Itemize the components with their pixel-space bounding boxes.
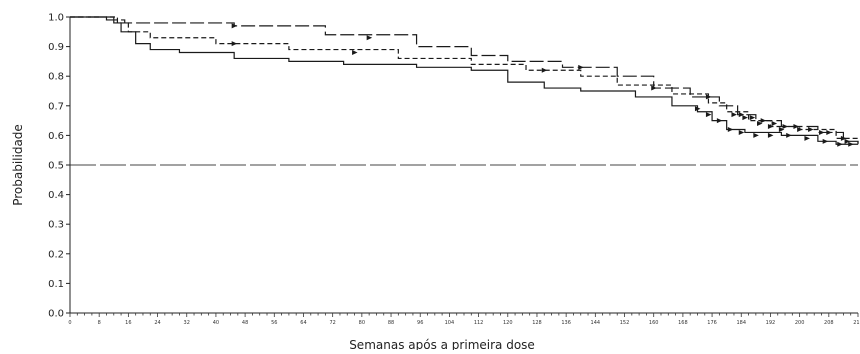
- y-tick-label: 0.5: [48, 161, 64, 172]
- y-axis-label: Probabilidade: [11, 124, 25, 206]
- censor-mark: [804, 135, 810, 141]
- series-line-solid: [70, 16, 858, 145]
- y-tick-label: 0.2: [48, 249, 64, 260]
- x-tick-label: 8: [98, 320, 101, 326]
- y-ticks: 0.0 0.1 0.2 0.3 0.4 0.5 0.6 0.7 0.8 0.9 1.0: [48, 13, 70, 320]
- censor-mark: [848, 141, 854, 147]
- y-tick-label: 0.4: [48, 190, 64, 201]
- censor-mark: [757, 121, 763, 127]
- x-tick-label: 24: [154, 320, 160, 326]
- censor-mark: [651, 85, 657, 91]
- series-layer: [70, 16, 859, 147]
- censor-mark: [753, 132, 759, 138]
- x-tick-label: 168: [678, 320, 688, 326]
- censor-mark: [837, 141, 843, 147]
- x-tick-label: 128: [532, 320, 542, 326]
- censor-mark: [844, 138, 851, 144]
- x-tick-label: 88: [388, 320, 394, 326]
- censor-mark: [840, 135, 847, 141]
- censor-mark: [705, 94, 712, 100]
- x-tick-label: 192: [766, 320, 776, 326]
- x-axis-label: Semanas após a primeira dose: [349, 338, 535, 350]
- x-ticks: 0 8 16 24 32 40 48 56 64 72 80 88 96 104 112 120 128 136 1…: [68, 313, 860, 326]
- y-tick-label: 0.8: [48, 72, 64, 83]
- censor-mark: [231, 23, 238, 29]
- y-tick-label: 0.6: [48, 131, 64, 142]
- censor-mark: [822, 138, 829, 144]
- x-tick-label: 96: [417, 320, 423, 326]
- x-tick-label: 64: [300, 320, 306, 326]
- y-tick-label: 0.7: [48, 101, 64, 112]
- censor-mark: [797, 126, 803, 132]
- censor-mark: [578, 64, 584, 70]
- y-tick-label: 1.0: [48, 13, 64, 24]
- x-tick-label: 208: [824, 320, 834, 326]
- censor-mark: [231, 41, 238, 47]
- x-tick-label: 72: [329, 320, 335, 326]
- censor-mark: [352, 50, 358, 56]
- x-tick-label: 32: [184, 320, 190, 326]
- censor-mark: [778, 126, 785, 132]
- x-tick-label: 216: [853, 320, 860, 326]
- censor-mark: [742, 115, 748, 121]
- x-tick-label: 56: [271, 320, 277, 326]
- x-tick-label: 104: [445, 320, 455, 326]
- censor-mark: [738, 129, 745, 135]
- x-tick-label: 0: [68, 320, 71, 326]
- censor-mark: [808, 126, 814, 132]
- censor-mark: [727, 126, 734, 132]
- censor-mark: [366, 35, 373, 41]
- y-tick-label: 0.0: [48, 309, 64, 320]
- x-tick-label: 176: [707, 320, 717, 326]
- y-tick-label: 0.3: [48, 220, 64, 231]
- x-tick-label: 184: [736, 320, 746, 326]
- x-tick-label: 112: [474, 320, 484, 326]
- x-tick-label: 152: [620, 320, 630, 326]
- x-tick-label: 120: [503, 320, 513, 326]
- x-tick-label: 160: [649, 320, 659, 326]
- censor-mark: [738, 112, 745, 118]
- censor-mark: [749, 115, 756, 121]
- censor-mark: [705, 112, 712, 118]
- x-tick-label: 136: [561, 320, 571, 326]
- censor-mark: [819, 129, 825, 135]
- censor-mark: [541, 67, 548, 73]
- censor-mark: [826, 129, 832, 135]
- censor-mark: [771, 121, 778, 127]
- x-tick-label: 144: [591, 320, 601, 326]
- y-tick-label: 0.1: [48, 279, 64, 290]
- censor-mark: [767, 124, 774, 130]
- censor-mark: [767, 132, 774, 138]
- censor-mark: [694, 106, 701, 112]
- censor-mark: [716, 118, 723, 124]
- x-tick-label: 16: [125, 320, 131, 326]
- x-tick-label: 80: [359, 320, 365, 326]
- censor-mark: [731, 112, 737, 118]
- x-tick-label: 48: [242, 320, 248, 326]
- y-tick-label: 0.9: [48, 42, 64, 53]
- censor-mark: [786, 132, 792, 138]
- x-tick-label: 40: [213, 320, 219, 326]
- x-tick-label: 200: [795, 320, 805, 326]
